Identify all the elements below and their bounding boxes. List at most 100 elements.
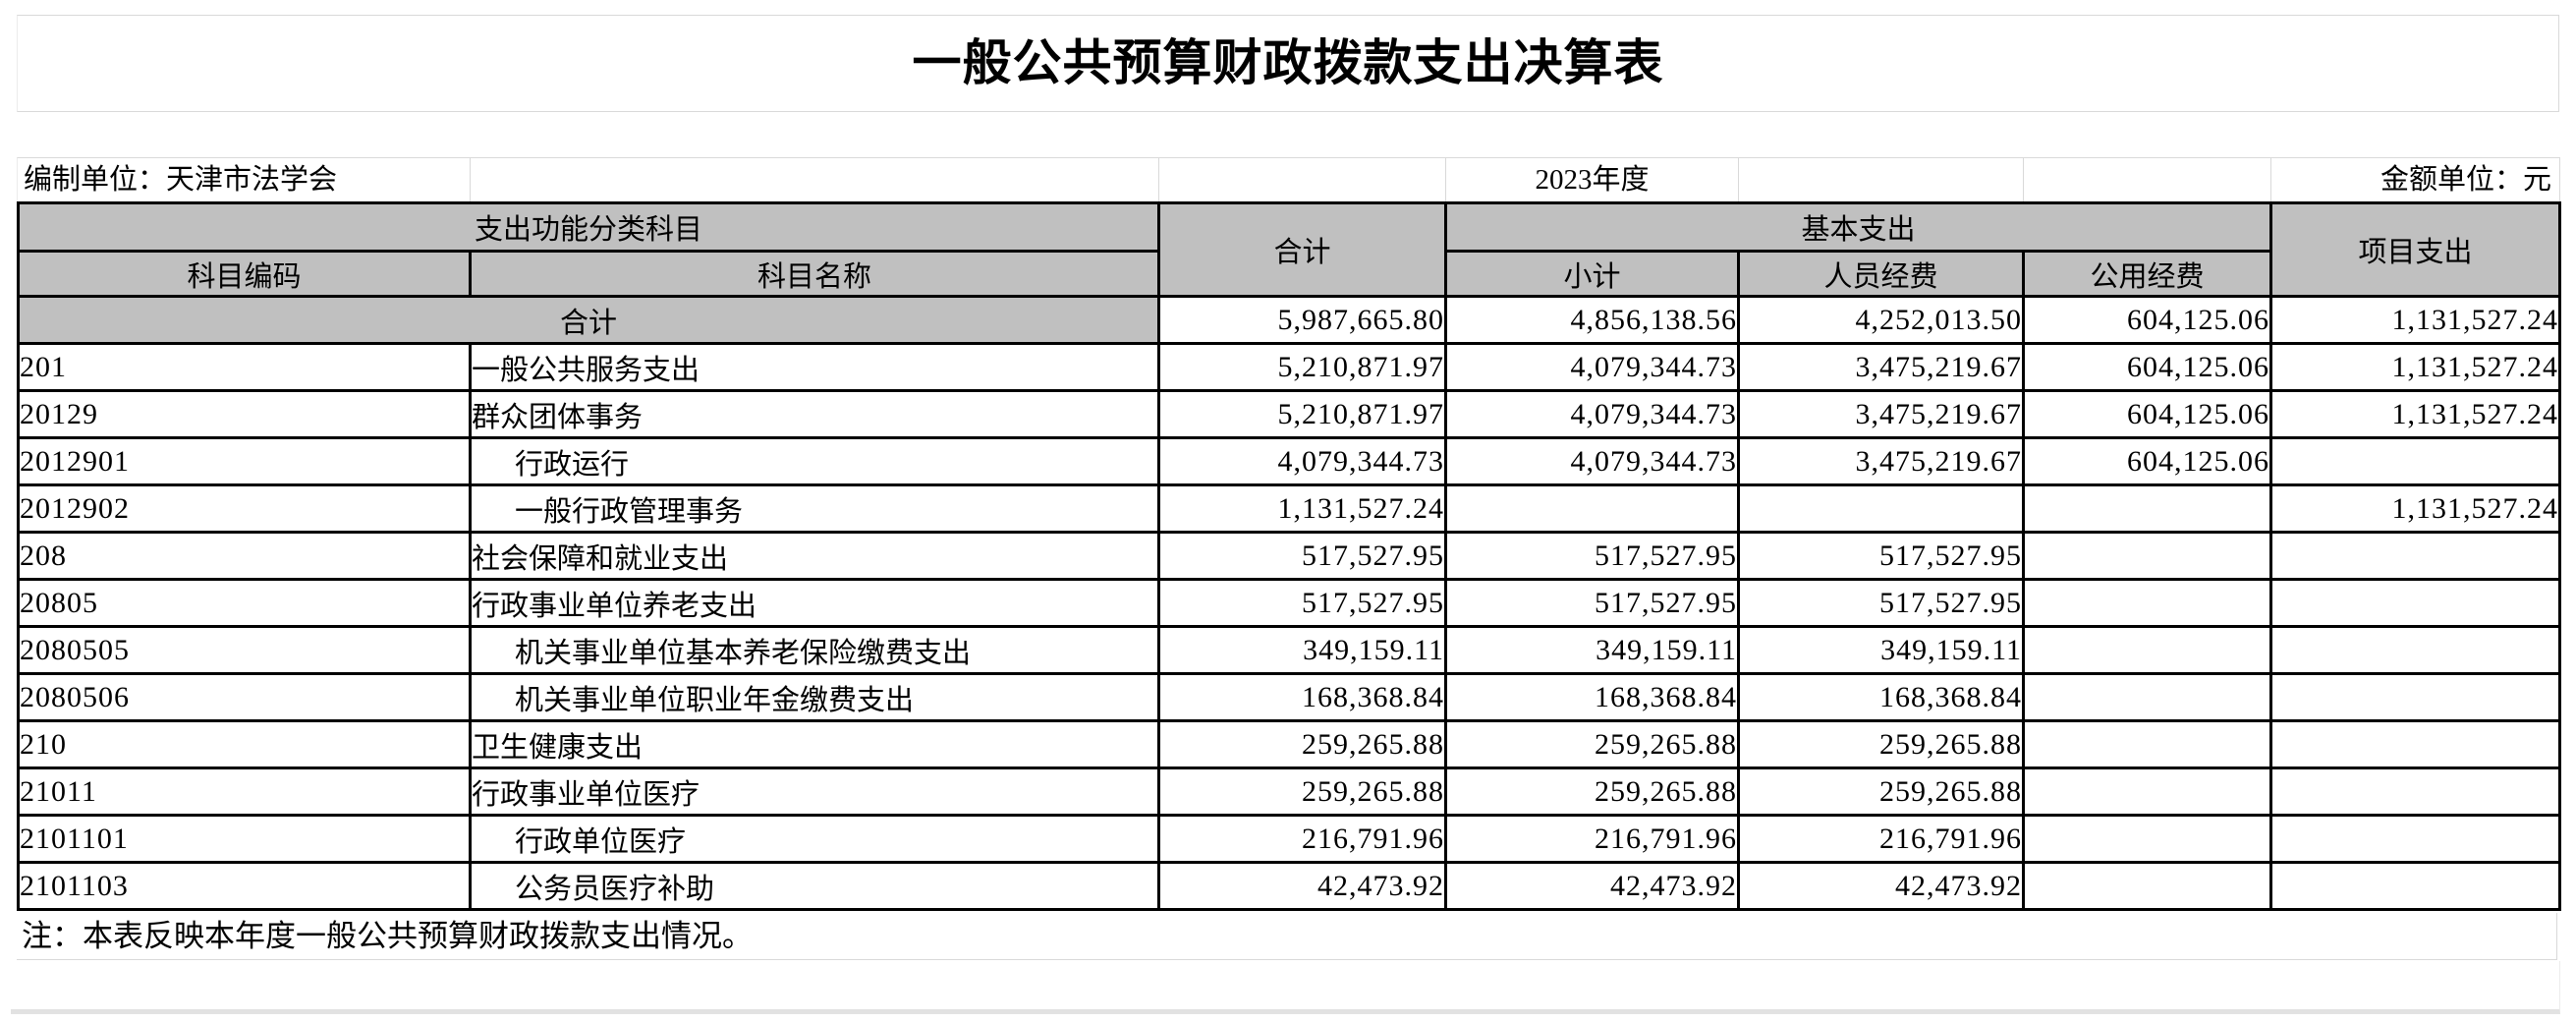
amount-cell: 42,473.92	[1157, 861, 1448, 911]
code-cell: 2080506	[17, 672, 472, 722]
grand-total-row: 合计 5,987,665.80 4,856,138.56 4,252,013.5…	[16, 295, 2562, 345]
table-row: 21011 行政事业单位医疗 259,265.88 259,265.88 259…	[17, 766, 2562, 817]
amount-cell: 604,125.06	[2022, 295, 2273, 345]
amount-cell: 4,079,344.73	[1157, 436, 1448, 486]
name-cell: 行政事业单位养老支出	[468, 578, 1161, 628]
code-cell: 21011	[17, 766, 472, 817]
info-empty-cell	[471, 158, 1159, 202]
table-row: 2080506 机关事业单位职业年金缴费支出 168,368.84 168,36…	[17, 672, 2562, 722]
amount-cell	[2269, 814, 2562, 864]
header-row-1: 支出功能分类科目 合计 基本支出 项目支出	[16, 201, 2562, 298]
amount-cell	[1737, 483, 2026, 534]
amount-cell: 3,475,219.67	[1737, 342, 2026, 392]
table-row: 208 社会保障和就业支出 517,527.95 517,527.95 517,…	[17, 531, 2562, 581]
header-row-2: 科目编码 科目名称 小计 人员经费 公用经费	[17, 250, 2560, 298]
info-bar: 编制单位：天津市法学会 2023年度 金额单位：元	[17, 157, 2560, 202]
info-empty-cell	[1739, 158, 2024, 202]
table-row: 2101103 公务员医疗补助 42,473.92 42,473.92 42,4…	[17, 861, 2562, 911]
amount-cell: 259,265.88	[1737, 766, 2026, 817]
amount-cell: 259,265.88	[1157, 766, 1448, 817]
amount-cell: 604,125.06	[2022, 436, 2273, 486]
amount-cell: 259,265.88	[1737, 719, 2026, 769]
amount-cell: 1,131,527.24	[2269, 389, 2562, 439]
prepared-by-label: 编制单位：天津市法学会	[18, 158, 471, 202]
amount-cell	[2022, 719, 2273, 769]
amount-cell: 517,527.95	[1444, 578, 1741, 628]
name-cell: 机关事业单位基本养老保险缴费支出	[468, 625, 1161, 675]
amount-cell	[2269, 578, 2562, 628]
amount-cell	[2269, 436, 2562, 486]
code-cell: 208	[17, 531, 472, 581]
table-note: 注：本表反映本年度一般公共预算财政拨款支出情况。	[17, 913, 2557, 960]
header-func-classification: 支出功能分类科目	[16, 201, 1161, 253]
table-row: 2012901 行政运行 4,079,344.73 4,079,344.73 3…	[17, 436, 2562, 486]
amount-cell: 5,210,871.97	[1157, 342, 1448, 392]
amount-cell: 4,252,013.50	[1737, 295, 2026, 345]
amount-cell: 517,527.95	[1444, 531, 1741, 581]
table-row: 201 一般公共服务支出 5,210,871.97 4,079,344.73 3…	[17, 342, 2562, 392]
amount-cell	[2022, 672, 2273, 722]
header-project-expenditure: 项目支出	[2269, 201, 2562, 298]
code-cell: 2012902	[17, 483, 472, 534]
grand-total-label: 合计	[16, 295, 1161, 345]
amount-cell	[2269, 719, 2562, 769]
table-row: 210 卫生健康支出 259,265.88 259,265.88 259,265…	[17, 719, 2562, 769]
amount-cell	[2022, 766, 2273, 817]
amount-cell: 216,791.96	[1444, 814, 1741, 864]
amount-cell: 5,210,871.97	[1157, 389, 1448, 439]
header-basic-expenditure: 基本支出	[1444, 201, 2273, 253]
amount-cell	[2269, 672, 2562, 722]
amount-cell: 1,131,527.24	[1157, 483, 1448, 534]
amount-cell	[2269, 531, 2562, 581]
header-total: 合计	[1157, 201, 1448, 298]
name-cell: 一般公共服务支出	[468, 342, 1161, 392]
amount-cell: 5,987,665.80	[1157, 295, 1448, 345]
amount-cell	[2022, 861, 2273, 911]
amount-cell: 4,079,344.73	[1444, 436, 1741, 486]
amount-cell: 259,265.88	[1444, 719, 1741, 769]
page-title: 一般公共预算财政拨款支出决算表	[17, 15, 2559, 112]
name-cell: 行政事业单位医疗	[468, 766, 1161, 817]
amount-cell: 517,527.95	[1157, 531, 1448, 581]
code-cell: 20805	[17, 578, 472, 628]
amount-cell: 168,368.84	[1157, 672, 1448, 722]
amount-cell: 1,131,527.24	[2269, 483, 2562, 534]
amount-cell: 517,527.95	[1737, 578, 2026, 628]
header-personnel-funds: 人员经费	[1737, 250, 2026, 298]
name-cell: 行政运行	[468, 436, 1161, 486]
amount-cell: 3,475,219.67	[1737, 436, 2026, 486]
amount-unit-label: 金额单位：元	[2271, 158, 2560, 202]
amount-cell	[1444, 483, 1741, 534]
amount-cell	[2269, 625, 2562, 675]
name-cell: 卫生健康支出	[468, 719, 1161, 769]
code-cell: 2101101	[17, 814, 472, 864]
info-empty-cell	[1159, 158, 1446, 202]
amount-cell: 168,368.84	[1444, 672, 1741, 722]
header-subject-name: 科目名称	[468, 250, 1161, 298]
amount-cell: 42,473.92	[1737, 861, 2026, 911]
name-cell: 社会保障和就业支出	[468, 531, 1161, 581]
header-subtotal: 小计	[1444, 250, 1741, 298]
amount-cell	[2269, 861, 2562, 911]
name-cell: 一般行政管理事务	[468, 483, 1161, 534]
table-row: 20805 行政事业单位养老支出 517,527.95 517,527.95 5…	[17, 578, 2562, 628]
expenditure-table: 支出功能分类科目 合计 基本支出 项目支出 科目编码 科目名称 小计 人员经费 …	[16, 201, 2562, 911]
fiscal-year-label: 2023年度	[1446, 158, 1739, 202]
code-cell: 201	[17, 342, 472, 392]
table-row: 2101101 行政单位医疗 216,791.96 216,791.96 216…	[17, 814, 2562, 864]
amount-cell: 517,527.95	[1157, 578, 1448, 628]
table-row: 20129 群众团体事务 5,210,871.97 4,079,344.73 3…	[17, 389, 2562, 439]
amount-cell	[2269, 766, 2562, 817]
amount-cell: 349,159.11	[1737, 625, 2026, 675]
name-cell: 公务员医疗补助	[468, 861, 1161, 911]
header-public-funds: 公用经费	[2022, 250, 2273, 298]
header-subject-code: 科目编码	[17, 250, 472, 298]
amount-cell: 604,125.06	[2022, 389, 2273, 439]
code-cell: 210	[17, 719, 472, 769]
amount-cell: 216,791.96	[1737, 814, 2026, 864]
amount-cell: 4,079,344.73	[1444, 389, 1741, 439]
amount-cell	[2022, 814, 2273, 864]
amount-cell: 3,475,219.67	[1737, 389, 2026, 439]
amount-cell: 604,125.06	[2022, 342, 2273, 392]
empty-row	[11, 961, 2560, 1014]
